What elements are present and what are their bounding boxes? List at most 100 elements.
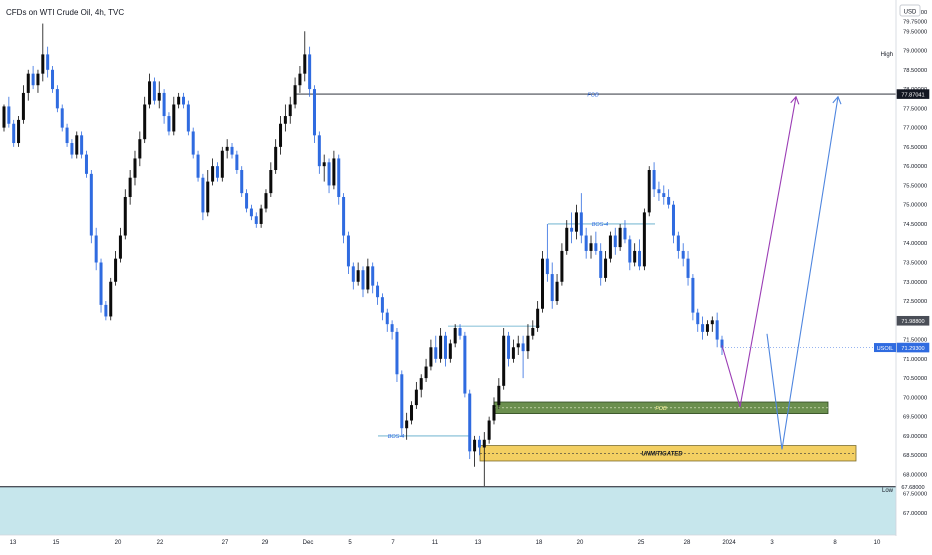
candle [138, 131, 142, 167]
candle [128, 170, 132, 205]
candle-body [604, 258, 608, 278]
candle-body [715, 320, 719, 340]
candle-body [181, 96, 186, 105]
candle [642, 208, 646, 271]
candle-body [269, 170, 273, 194]
candle [468, 389, 472, 460]
time-axis-tick: 18 [536, 540, 543, 546]
candle [114, 250, 118, 286]
candle [536, 301, 540, 332]
candle-body [390, 324, 394, 332]
candle [80, 131, 84, 159]
candle-body [346, 235, 350, 267]
candle [288, 96, 292, 124]
candle-body [657, 189, 661, 194]
candle-body [385, 312, 389, 325]
candle-body [274, 146, 278, 171]
candle [555, 274, 559, 305]
candle-body [647, 170, 651, 213]
candle-body [497, 385, 501, 406]
candle [254, 212, 258, 228]
high-marker-label: High [881, 52, 893, 58]
candle-body [448, 343, 452, 359]
currency-button[interactable]: USD [899, 4, 921, 17]
candle-body [424, 366, 428, 379]
candle-body [691, 277, 695, 313]
candle-body [565, 227, 569, 251]
candle-body [21, 92, 25, 120]
candle-body [317, 135, 321, 167]
candle [482, 432, 486, 487]
candle [152, 77, 156, 105]
candle-body [215, 166, 219, 178]
candle-body [720, 339, 724, 348]
candle [507, 331, 511, 367]
candle [264, 189, 268, 213]
price-axis-tick: 78.50000 [903, 68, 927, 74]
candle [342, 193, 346, 244]
candle-body [410, 405, 414, 421]
candle-body [322, 162, 326, 167]
candle-body [608, 235, 612, 259]
candle-body [434, 347, 438, 359]
candle-body [337, 158, 341, 197]
candle [215, 162, 219, 182]
candle [613, 227, 617, 255]
candle-body [463, 335, 467, 394]
candle-body [201, 177, 205, 213]
candle [671, 200, 675, 244]
candle-body [361, 270, 365, 290]
candle-body [138, 139, 142, 159]
candle [123, 189, 127, 240]
candle-body [2, 106, 6, 128]
candle [376, 281, 380, 305]
price-axis-tick: 77.00000 [903, 126, 927, 132]
candle [99, 258, 103, 313]
candle [696, 308, 700, 332]
candle [385, 308, 389, 332]
price-axis-tick: 73.00000 [903, 280, 927, 286]
candle-body [405, 420, 409, 429]
candle-body [191, 131, 195, 155]
currency-button-box[interactable] [899, 4, 921, 17]
time-axis-tick: 28 [684, 540, 691, 546]
candle [274, 139, 278, 174]
unmitigated-zone-label: UNMITIGATED [641, 451, 683, 457]
candle-body [351, 266, 355, 282]
candle-body [51, 69, 55, 90]
candle [710, 316, 714, 332]
price-axis-tick: 68.50000 [903, 453, 927, 459]
candle-body [429, 347, 433, 367]
candle-body [400, 374, 404, 429]
candle [414, 381, 418, 409]
currency-button-label[interactable]: USD [904, 10, 917, 16]
candle [55, 85, 59, 113]
candle-body [550, 274, 554, 302]
candle-body [439, 335, 443, 359]
candle-body [17, 119, 21, 144]
projection-arrowhead-blue [832, 95, 842, 105]
candle [584, 227, 588, 259]
candle-body [177, 96, 181, 105]
candle [618, 223, 622, 251]
candle [31, 65, 35, 90]
candle [633, 243, 637, 267]
candle-body [511, 347, 515, 359]
candle [322, 154, 326, 182]
candle-body [7, 106, 11, 124]
candle-body [584, 235, 588, 251]
candle-body [560, 250, 564, 282]
price-axis-tick: 76.00000 [903, 164, 927, 170]
candle-body [555, 281, 559, 302]
candle [89, 170, 93, 244]
candle-body [308, 54, 312, 90]
time-axis-tick: 2024 [722, 540, 736, 546]
candle-body [638, 250, 642, 267]
fob-zone-label: FOB [655, 406, 667, 412]
candle [21, 85, 25, 124]
candle-body [327, 162, 331, 186]
candle [206, 170, 210, 217]
candle [424, 358, 428, 382]
candle-body [133, 158, 137, 178]
